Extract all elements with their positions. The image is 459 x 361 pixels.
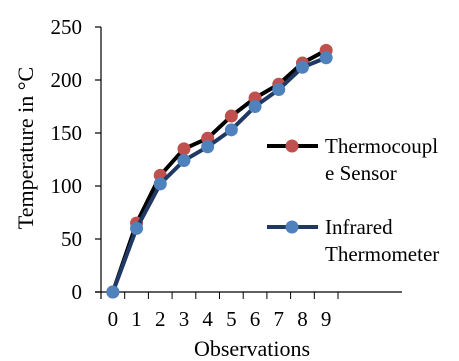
- data-point: [106, 285, 120, 299]
- x-tick-label: 8: [297, 307, 308, 331]
- data-point: [272, 83, 286, 97]
- x-tick-label: 0: [108, 307, 119, 331]
- legend-label: Thermocoupl: [325, 134, 438, 158]
- y-tick-label: 250: [51, 15, 83, 39]
- data-point: [177, 154, 191, 168]
- y-tick-label: 0: [72, 280, 83, 304]
- y-tick-label: 150: [51, 121, 83, 145]
- x-axis-label: Observations: [194, 336, 310, 361]
- y-axis-ticks: 0 50 100 150 200 250: [51, 15, 101, 304]
- x-tick-label: 6: [250, 307, 261, 331]
- y-tick-label: 200: [51, 68, 83, 92]
- series-1: [106, 43, 333, 299]
- legend-entry-2: Infrared Thermometer: [267, 215, 439, 266]
- x-tick-label: 5: [226, 307, 237, 331]
- series-layer: [106, 43, 333, 299]
- series-line: [110, 48, 329, 294]
- y-tick-label: 100: [51, 174, 83, 198]
- series-line: [110, 55, 329, 294]
- legend-label: Thermometer: [325, 242, 439, 266]
- data-point: [248, 100, 262, 113]
- x-tick-label: 2: [155, 307, 166, 331]
- legend-marker: [285, 139, 299, 153]
- series-2: [106, 51, 333, 299]
- legend-entry-1: Thermocoupl e Sensor: [267, 134, 438, 185]
- x-tick-label: 1: [131, 307, 142, 331]
- x-tick-label: 7: [274, 307, 285, 331]
- legend: Thermocoupl e Sensor Infrared Thermometer: [267, 134, 439, 266]
- y-tick-label: 50: [61, 227, 82, 251]
- y-axis-label: Temperature in °C: [13, 67, 38, 229]
- data-point: [319, 51, 333, 65]
- data-point: [295, 60, 309, 74]
- x-tick-label: 9: [321, 307, 332, 331]
- data-point: [130, 221, 144, 235]
- x-tick-label: 4: [202, 307, 213, 331]
- data-point: [201, 140, 215, 154]
- legend-label: e Sensor: [325, 161, 397, 185]
- legend-marker: [285, 220, 299, 234]
- data-point: [224, 109, 238, 123]
- x-tick-label: 3: [179, 307, 190, 331]
- data-point: [224, 123, 238, 137]
- data-point: [153, 177, 167, 191]
- data-point: [177, 142, 191, 156]
- legend-label: Infrared: [325, 215, 393, 239]
- axes: [95, 27, 402, 299]
